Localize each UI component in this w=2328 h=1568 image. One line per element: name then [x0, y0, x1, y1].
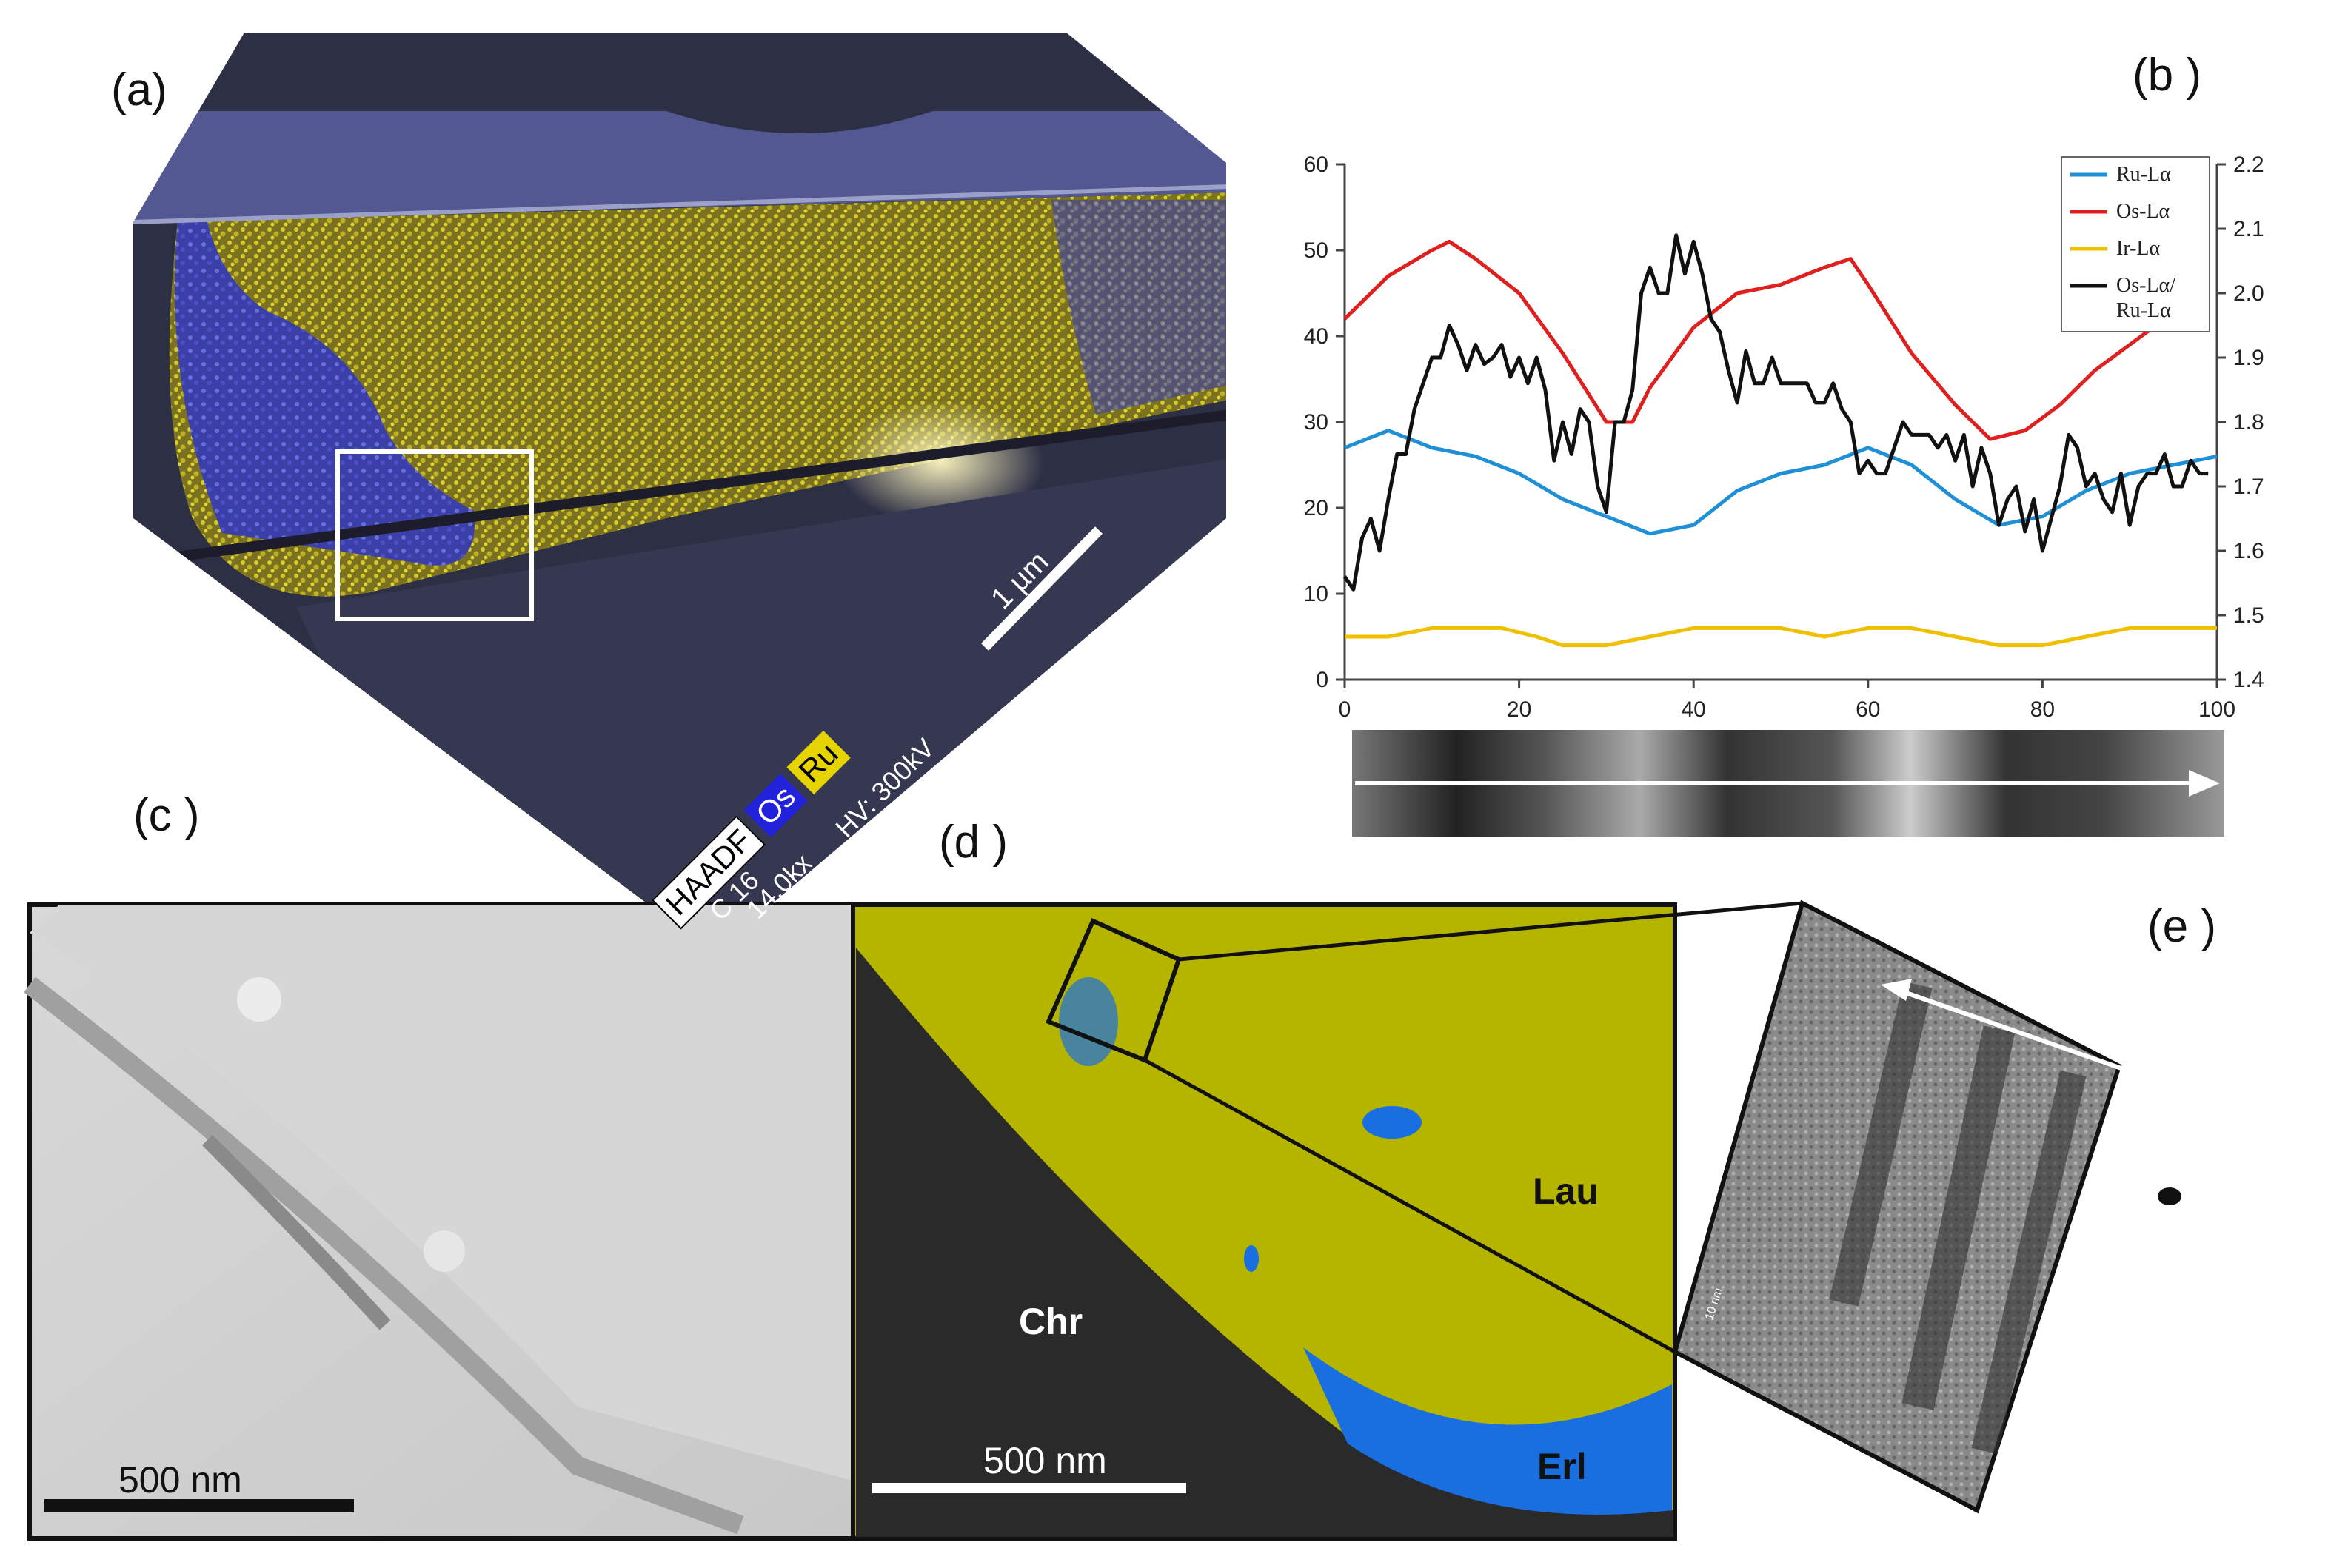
panel-label-e: (e ): [2147, 901, 2216, 952]
panel-c-haadf-image: [24, 902, 855, 1541]
legend-label-0: Ru-Lα: [2116, 163, 2171, 186]
y2-tick-label: 2.2: [2233, 153, 2264, 177]
panel-a-eds-map: [133, 33, 1226, 918]
x-tick-label: 20: [1507, 697, 1531, 722]
series-line-2: [1345, 626, 2217, 648]
profile-arrowhead-e: [1881, 979, 1912, 1001]
y-tick-label: 10: [1304, 582, 1328, 606]
chart-legend: Ru-Lα Os-Lα Ir-Lα Os-Lα/Ru-Lα: [2061, 156, 2210, 332]
panel-label-d: (d ): [939, 817, 1008, 868]
chart-axes: 0 20 40 60 80 100 0 10 20 30 40 50 60 1.4 1.5 1.6 1.7 1.8…: [1304, 153, 2264, 722]
panel-label-a: (a): [111, 64, 167, 115]
y-tick-label: 40: [1304, 324, 1328, 349]
y2-tick-label: 1.8: [2233, 410, 2264, 435]
y2-tick-label: 1.6: [2233, 539, 2264, 563]
legend-box: [2061, 156, 2210, 332]
y-tick-label: 60: [1304, 153, 1328, 177]
y2-tick-label: 2.0: [2233, 281, 2264, 306]
y-tick-label: 30: [1304, 410, 1328, 435]
panel-d-phase-map: [851, 901, 1803, 1541]
panel-label-c: (c ): [133, 790, 200, 841]
profile-arrow-e: [1895, 987, 2175, 1089]
x-tick-label: 60: [1856, 697, 1880, 722]
series-line-3: [1342, 233, 2209, 592]
y2-tick-label: 1.9: [2233, 346, 2264, 370]
y2-tick-label: 1.5: [2233, 603, 2264, 628]
y-tick-label: 20: [1304, 496, 1328, 520]
chart-lines: [1342, 233, 2218, 648]
region-chr: Chr: [1019, 1301, 1083, 1342]
scale-bar-label-c: 500 nm: [118, 1459, 242, 1501]
panel-label-b: (b ): [2133, 50, 2201, 101]
region-lau: Lau: [1533, 1170, 1599, 1212]
panel-e-hr-image: [1672, 899, 2181, 1514]
y-tick-label: 50: [1304, 238, 1328, 263]
legend-label-3: Os-Lα/: [2116, 274, 2175, 297]
x-tick-label: 40: [1682, 697, 1706, 722]
series-line-0: [1344, 429, 2218, 536]
region-erl: Erl: [1537, 1446, 1587, 1487]
roi-box: [335, 449, 534, 621]
x-tick-label: 100: [2198, 697, 2235, 722]
scale-bar-a: [980, 526, 1103, 651]
scale-bar-label-d: 500 nm: [983, 1440, 1107, 1481]
panel-b-line-profile: 0 20 40 60 80 100 0 10 20 30 40 50 60 1.4 1.5 1.6 1.7 1.8…: [1304, 153, 2264, 837]
legend-label-1: Os-Lα: [2116, 200, 2170, 223]
legend-label-3: Ru-Lα: [2116, 299, 2171, 322]
profile-arrowhead: [2189, 770, 2220, 797]
y2-tick-label: 2.1: [2233, 217, 2264, 241]
x-tick-label: 80: [2030, 697, 2055, 722]
y-tick-label: 0: [1316, 668, 1328, 692]
x-tick-label: 0: [1339, 697, 1351, 722]
y2-tick-label: 1.4: [2233, 668, 2264, 692]
legend-label-2: Ir-Lα: [2116, 237, 2161, 260]
series-line-1: [1343, 239, 2166, 441]
y2-tick-label: 1.7: [2233, 475, 2264, 499]
